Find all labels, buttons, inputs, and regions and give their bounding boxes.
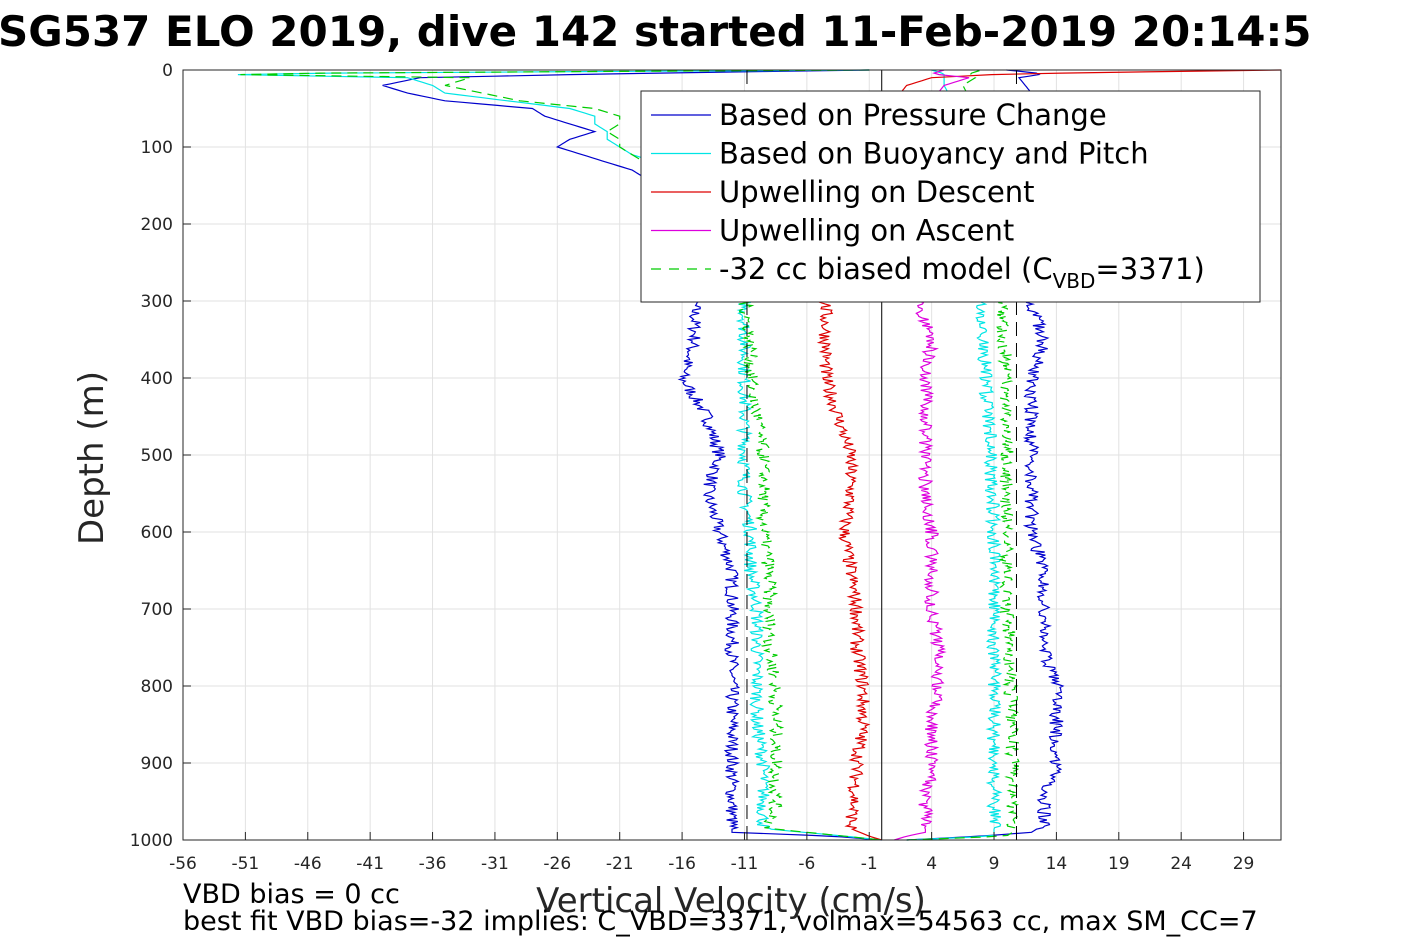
y-tick-label: 0: [162, 61, 173, 81]
y-tick-label: 500: [141, 446, 173, 466]
legend-label: Based on Buoyancy and Pitch: [719, 137, 1149, 171]
x-tick-label: -6: [798, 854, 815, 874]
legend-label: Upwelling on Ascent: [719, 214, 1014, 248]
x-tick-label: 19: [1108, 854, 1130, 874]
legend-label-prefix: -32 cc biased model (C: [719, 252, 1053, 286]
legend-label: Based on Pressure Change: [719, 98, 1107, 132]
y-tick-label: 100: [141, 138, 173, 158]
x-tick-label: 9: [989, 854, 1000, 874]
y-tick-label: 600: [141, 523, 173, 543]
y-tick-label: 400: [141, 369, 173, 389]
x-tick-label: 14: [1046, 854, 1068, 874]
x-tick-label: -31: [481, 854, 509, 874]
x-tick-label: -56: [169, 854, 197, 874]
series-line-4-descent: [240, 69, 882, 841]
x-tick-label: -1: [861, 854, 878, 874]
y-tick-label: 200: [141, 215, 173, 235]
y-tick-label: 1000: [130, 831, 173, 851]
x-tick-label: -46: [294, 854, 322, 874]
y-axis-ticks: 0 100 200 300 400 500 600 700 800 900 1000: [130, 61, 191, 851]
y-tick-label: 800: [141, 677, 173, 697]
x-tick-label: -11: [731, 854, 759, 874]
x-tick-label: -36: [419, 854, 447, 874]
x-tick-label: -51: [231, 854, 259, 874]
y-axis-label: Depth (m): [72, 371, 112, 545]
x-tick-label: -16: [668, 854, 696, 874]
x-tick-label: -21: [606, 854, 634, 874]
legend-label-suffix: =3371): [1095, 252, 1204, 286]
x-axis-ticks: -56 -51 -46 -41 -36 -31 -26 -21 -16 -11 -6 -1 4 9 14 19…: [169, 832, 1254, 874]
x-tick-label: -41: [356, 854, 384, 874]
y-tick-label: 700: [141, 600, 173, 620]
legend-label-subscript: VBD: [1053, 269, 1096, 293]
y-tick-label: 900: [141, 754, 173, 774]
x-tick-label: 4: [926, 854, 937, 874]
x-tick-label: 29: [1233, 854, 1255, 874]
x-axis-label: Vertical Velocity (cm/s): [536, 881, 926, 921]
legend-box: [640, 90, 1261, 303]
legend-label: -32 cc biased model (CVBD=3371): [719, 252, 1205, 293]
y-tick-label: 300: [141, 292, 173, 312]
chart-title: SG537 ELO 2019, dive 142 started 11-Feb-…: [0, 7, 1311, 56]
legend-label: Upwelling on Descent: [719, 175, 1035, 209]
vbd-bias-note: VBD bias = 0 cc: [183, 879, 400, 910]
x-tick-label: -26: [543, 854, 571, 874]
best-fit-note: best fit VBD bias=-32 implies: C_VBD=337…: [183, 906, 1258, 937]
legend: Based on Pressure Change Based on Buoyanc…: [640, 90, 1261, 303]
x-tick-label: 24: [1170, 854, 1192, 874]
